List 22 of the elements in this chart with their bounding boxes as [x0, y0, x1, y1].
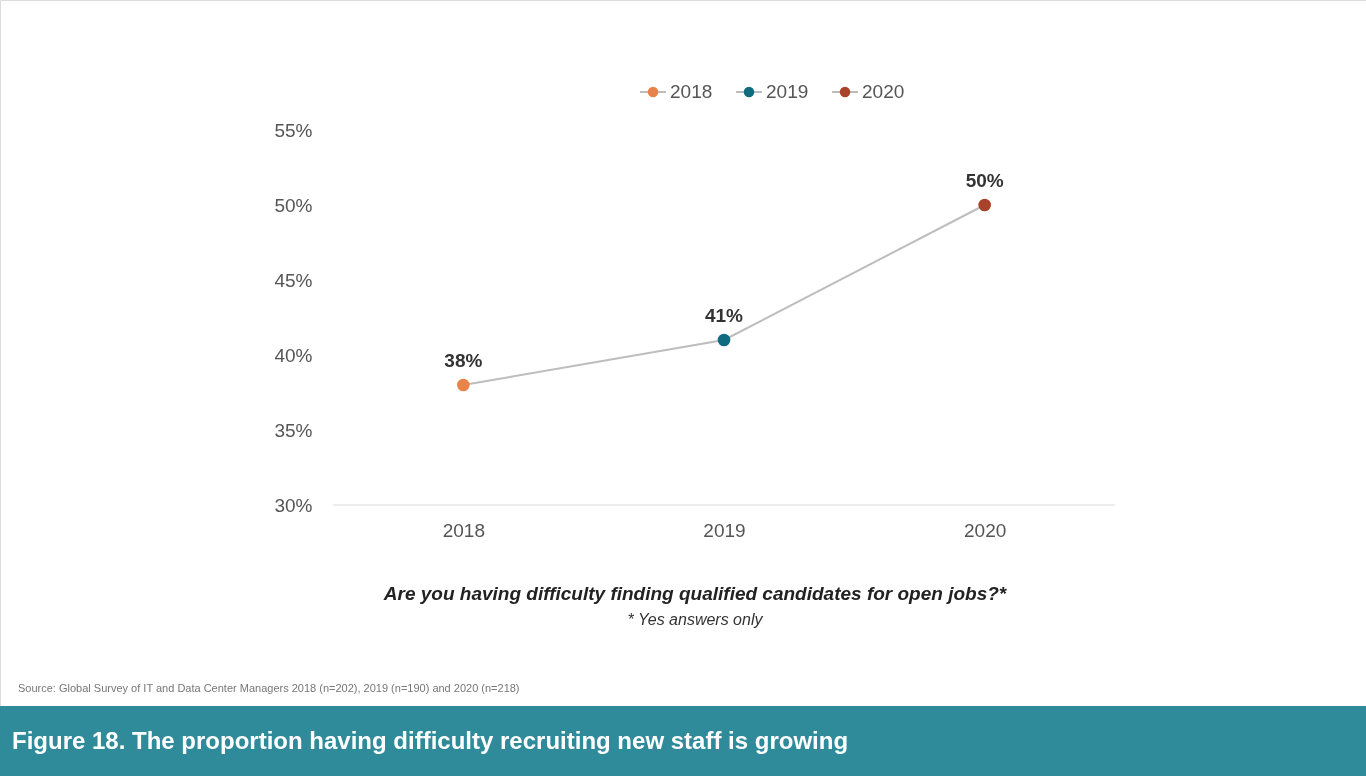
y-tick-label: 45%: [274, 269, 313, 291]
text: Figure 18. The proportion having difficulty recruiting new staff is growing: [12, 727, 849, 754]
x-tick-label: 2018: [442, 519, 485, 541]
y-tick-label: 40%: [274, 344, 313, 366]
x-tick-label: 2019: [703, 519, 746, 541]
data-label: 38%: [444, 350, 483, 371]
legend-label: 2019: [766, 81, 809, 102]
text: * Yes answers only: [627, 611, 764, 628]
y-tick-label: 50%: [274, 194, 313, 216]
data-label: 41%: [704, 305, 744, 326]
source-note: Source: Global Survey of IT and Data Center Managers 2018 (n=202), 2019 (n=190) and 2020 (n=218): [18, 682, 520, 694]
y-tick-label: 35%: [274, 419, 313, 441]
y-tick-label: 55%: [274, 119, 313, 141]
x-tick-label: 2020: [964, 519, 1007, 541]
y-tick-label: 30%: [274, 494, 313, 516]
point: [978, 198, 991, 212]
point: [457, 378, 470, 392]
text: Are you having difficulty finding qualified candidates for open jobs?*: [382, 583, 1008, 604]
data-label: 50%: [965, 170, 1004, 191]
legend-label: 2018: [670, 81, 713, 102]
legend-label: 2020: [862, 81, 905, 102]
point: [717, 333, 731, 347]
